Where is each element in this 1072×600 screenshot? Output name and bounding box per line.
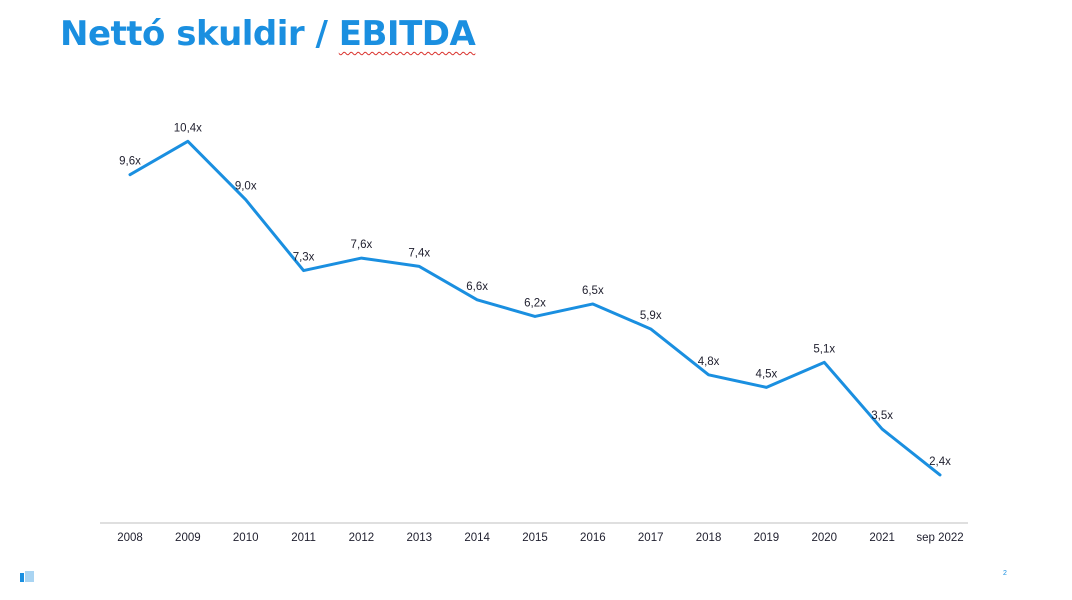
x-tick-2014: 2014 <box>464 532 490 544</box>
data-label-sep-2022: 2,4x <box>929 456 951 468</box>
x-tick-2018: 2018 <box>696 532 722 544</box>
data-label-2008: 9,6x <box>119 156 141 168</box>
point-labels: 9,6x 10,4x 9,0x 7,3x 7,6x 7,4x 6,6x 6,2x 6,5x 5,9… <box>119 122 951 468</box>
x-tick-2013: 2013 <box>406 532 432 544</box>
data-label-2010: 9,0x <box>235 181 257 193</box>
title-prefix: Nettó skuldir / <box>60 14 339 54</box>
data-label-2011: 7,3x <box>293 252 315 264</box>
page-title: Nettó skuldir / EBITDA <box>60 14 476 54</box>
x-tick-2017: 2017 <box>638 532 664 544</box>
data-label-2019: 4,5x <box>756 368 778 380</box>
data-label-2018: 4,8x <box>698 356 720 368</box>
x-tick-2010: 2010 <box>233 532 259 544</box>
x-tick-2008: 2008 <box>117 532 143 544</box>
x-tick-2020: 2020 <box>811 532 837 544</box>
x-tick-2009: 2009 <box>175 532 201 544</box>
data-label-2013: 7,4x <box>408 247 430 259</box>
x-tick-labels: 2008 2009 2010 2011 2012 2013 2014 2015 2016 2017… <box>117 532 963 544</box>
x-tick-2016: 2016 <box>580 532 606 544</box>
x-tick-2015: 2015 <box>522 532 548 544</box>
page-number: 2 <box>1003 570 1007 577</box>
logo-icon <box>20 571 34 582</box>
data-label-2012: 7,6x <box>351 239 373 251</box>
title-ebitda: EBITDA <box>338 14 476 54</box>
data-label-2021: 3,5x <box>871 410 893 422</box>
series-line <box>128 139 942 477</box>
data-label-2020: 5,1x <box>813 343 835 355</box>
x-tick-2011: 2011 <box>291 532 316 544</box>
x-tick-sep-2022: sep 2022 <box>916 532 963 544</box>
data-label-2016: 6,5x <box>582 285 604 297</box>
data-label-2014: 6,6x <box>466 281 488 293</box>
data-label-2017: 5,9x <box>640 310 662 322</box>
data-label-2009: 10,4x <box>174 122 202 134</box>
x-tick-2021: 2021 <box>869 532 895 544</box>
x-tick-2019: 2019 <box>754 532 780 544</box>
x-tick-2012: 2012 <box>349 532 375 544</box>
data-label-2015: 6,2x <box>524 297 546 309</box>
